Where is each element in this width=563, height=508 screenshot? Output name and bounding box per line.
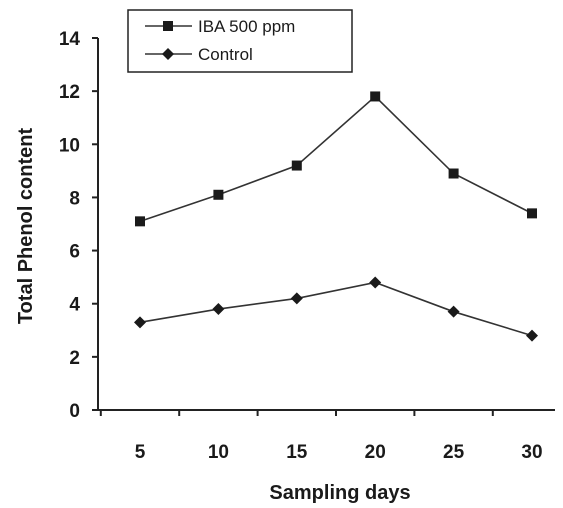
series-layer (134, 91, 538, 342)
x-tick-label: 10 (208, 442, 229, 463)
data-point-square (527, 208, 537, 219)
legend-item: Control (145, 45, 253, 64)
x-tick-label: 30 (521, 442, 542, 463)
data-point-square (163, 21, 173, 31)
y-tick-label: 6 (69, 242, 80, 263)
data-point-diamond (526, 329, 538, 342)
y-tick-label: 2 (69, 348, 80, 369)
data-point-diamond (134, 316, 146, 329)
y-tick-label: 14 (59, 29, 81, 50)
legend-label: IBA 500 ppm (198, 17, 295, 36)
y-tick-label: 0 (69, 401, 80, 422)
x-tick-label: 20 (365, 442, 386, 463)
y-axis-title: Total Phenol content (15, 128, 37, 325)
series-line (139, 281, 533, 337)
y-tick-label: 8 (69, 188, 80, 209)
series-control (134, 276, 538, 342)
data-point-diamond (369, 276, 382, 289)
y-tick-label: 4 (69, 295, 80, 316)
legend-label: Control (198, 45, 253, 64)
x-axis-title: Sampling days (269, 482, 410, 504)
data-point-square (213, 189, 224, 200)
data-point-diamond (290, 292, 303, 305)
data-point-diamond (447, 305, 460, 318)
x-tick-label: 15 (286, 442, 308, 463)
data-point-diamond (212, 303, 225, 316)
y-axis-ticks: 0 2 4 6 8 10 12 14 (59, 29, 98, 422)
data-point-square (135, 216, 145, 227)
x-axis-ticks: 5 10 15 20 25 30 (99, 410, 543, 463)
y-tick-label: 10 (59, 135, 80, 156)
data-point-square (370, 91, 381, 102)
legend-box (127, 9, 353, 73)
legend: IBA 500 ppm Control (127, 9, 353, 73)
data-point-square (291, 160, 302, 171)
series-iba-500-ppm (135, 91, 537, 227)
data-point-diamond (162, 48, 174, 60)
x-tick-label: 25 (443, 442, 465, 463)
series-line (139, 95, 533, 223)
legend-item: IBA 500 ppm (145, 17, 295, 36)
x-tick-label: 5 (135, 442, 146, 463)
y-tick-label: 12 (59, 82, 80, 103)
data-point-square (448, 168, 459, 179)
